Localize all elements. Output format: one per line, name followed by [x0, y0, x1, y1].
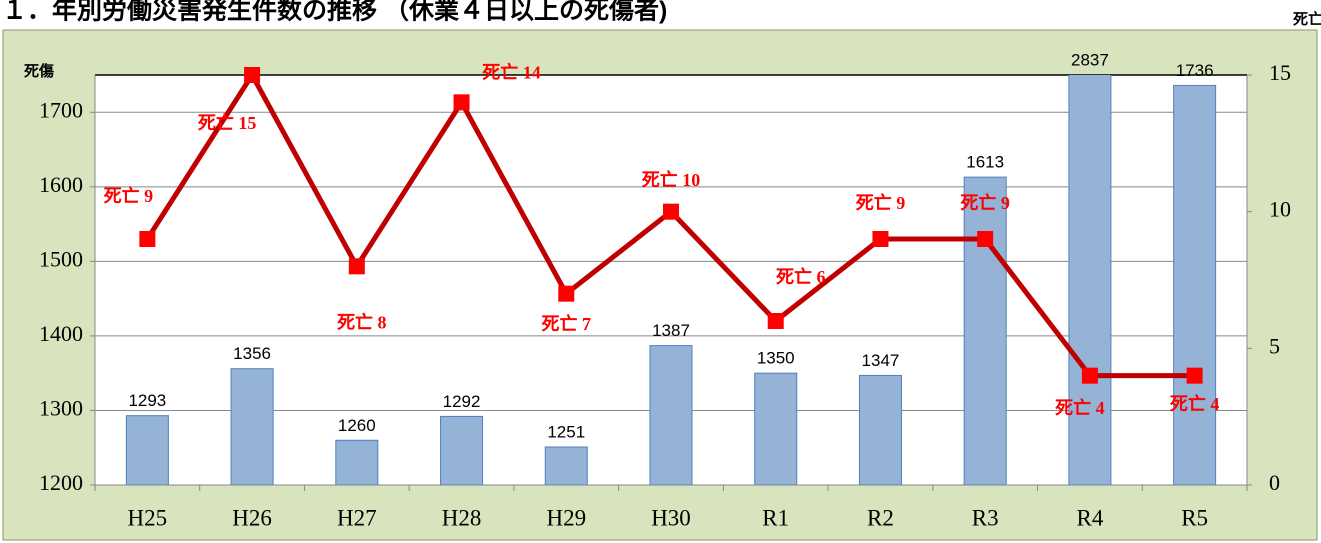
- y2-tick-label: 0: [1269, 470, 1280, 495]
- line-value-label: 死亡 14: [482, 61, 541, 82]
- bar-value-label: 1293: [128, 391, 166, 410]
- y-tick-label: 1500: [39, 246, 83, 271]
- bar-value-label: 1356: [233, 344, 271, 363]
- line-marker: [348, 258, 365, 275]
- x-tick-label: R5: [1181, 505, 1208, 530]
- x-tick-label: H27: [337, 505, 377, 530]
- line-value-label: 死亡 4: [1055, 397, 1105, 418]
- y-tick-label: 1200: [39, 470, 83, 495]
- line-marker: [767, 313, 784, 329]
- line-value-label: 死亡 15: [198, 112, 257, 133]
- x-tick-label: R1: [762, 505, 789, 530]
- bar: [125, 415, 169, 485]
- bar: [649, 345, 693, 485]
- bar: [1173, 84, 1217, 485]
- y2-axis-label: 死亡: [1293, 10, 1321, 28]
- y-tick-label: 1700: [39, 97, 83, 122]
- x-tick-label: H26: [232, 505, 272, 530]
- line-marker: [139, 231, 156, 247]
- bar: [1068, 75, 1112, 485]
- line-value-label: 死亡 6: [776, 266, 826, 287]
- bars: [125, 75, 1217, 485]
- y-tick-label: 1400: [39, 321, 83, 346]
- line-marker: [872, 231, 889, 247]
- bar-value-label: 1292: [443, 392, 481, 411]
- x-tick-label: R3: [972, 505, 999, 530]
- y-tick-label: 1600: [39, 172, 83, 197]
- bar: [440, 415, 484, 485]
- line-marker: [977, 231, 994, 247]
- bar: [335, 439, 379, 485]
- y-tick-label: 1300: [39, 396, 83, 421]
- line-marker: [244, 67, 261, 83]
- x-tick-label: H29: [546, 505, 586, 530]
- line-marker: [558, 285, 575, 302]
- bar-value-label: 2837: [1071, 50, 1109, 69]
- bar: [230, 368, 274, 485]
- y2-tick-label: 10: [1269, 197, 1291, 222]
- x-tick-label: H28: [442, 505, 482, 530]
- line-value-label: 死亡 9: [104, 185, 154, 206]
- line-value-label: 死亡 10: [642, 169, 701, 190]
- bar-value-label: 1251: [547, 422, 585, 441]
- bar-value-label: 1260: [338, 416, 376, 435]
- y2-tick-label: 15: [1269, 60, 1291, 85]
- line-value-label: 死亡 9: [856, 192, 906, 213]
- bar: [544, 446, 588, 485]
- x-tick-label: H30: [651, 505, 691, 530]
- bar: [858, 374, 902, 485]
- chart-title: １．年別労働災害発生件数の推移 （休業４日以上の死傷者): [2, 0, 667, 25]
- bar-value-label: 1347: [862, 351, 900, 370]
- y-axis-label: 死傷: [24, 62, 54, 80]
- bar-value-label: 1613: [966, 153, 1004, 172]
- y2-tick-label: 5: [1269, 333, 1280, 358]
- line-value-label: 死亡 9: [960, 192, 1010, 213]
- line-marker: [1081, 367, 1098, 384]
- line-value-label: 死亡 8: [337, 311, 387, 332]
- line-value-label: 死亡 7: [542, 313, 592, 334]
- bar-value-label: 1736: [1176, 61, 1214, 80]
- line-marker: [453, 94, 470, 111]
- bar: [754, 372, 798, 485]
- x-tick-label: R4: [1076, 505, 1103, 530]
- line-marker: [1186, 367, 1203, 384]
- line-value-label: 死亡 4: [1170, 393, 1220, 414]
- bar: [963, 176, 1007, 485]
- bar-value-label: 1350: [757, 349, 795, 368]
- bar-value-label: 1387: [652, 321, 690, 340]
- line-marker: [663, 203, 679, 220]
- x-tick-label: H25: [128, 505, 168, 530]
- x-tick-label: R2: [867, 505, 894, 530]
